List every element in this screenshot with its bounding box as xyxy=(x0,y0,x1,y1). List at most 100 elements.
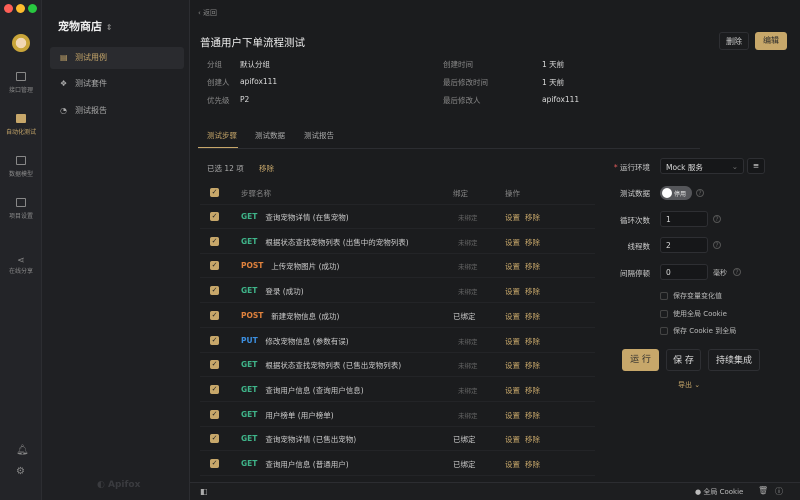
row-remove-link[interactable]: 移除 xyxy=(525,311,540,321)
back-link[interactable]: ‹ 返回 xyxy=(198,9,218,17)
test-data-toggle[interactable]: 停用 xyxy=(660,186,692,200)
step-name[interactable]: 根据状态查找宠物列表 (已售出宠物列表) xyxy=(265,361,402,371)
share-icon: ⋖ xyxy=(17,256,25,266)
table-row[interactable]: ✓ POST 上传宠物图片 (成功) 未绑定 设置 移除 xyxy=(200,254,595,279)
row-checkbox[interactable]: ✓ xyxy=(210,286,219,296)
row-remove-link[interactable]: 移除 xyxy=(525,336,540,346)
sidebar-item-test-cases[interactable]: ▤ 测试用例 xyxy=(50,47,184,69)
step-name[interactable]: 上传宠物图片 (成功) xyxy=(271,262,340,272)
row-settings-link[interactable]: 设置 xyxy=(505,361,520,371)
step-name[interactable]: 查询宠物详情 (已售出宠物) xyxy=(265,435,357,445)
step-name[interactable]: 查询用户信息 (查询用户信息) xyxy=(265,385,364,395)
nav-data-model[interactable]: 数据模型 xyxy=(0,156,42,178)
trash-icon[interactable]: 🗑︎ xyxy=(758,486,769,495)
table-row[interactable]: ✓ POST 新建宠物信息 (成功) 已绑定 设置 移除 xyxy=(200,304,595,328)
sidebar-item-test-reports[interactable]: ◔ 测试报告 xyxy=(50,100,184,122)
global-cookie-status[interactable]: ● 全局 Cookie xyxy=(695,487,743,497)
nav-label: 接口管理 xyxy=(8,87,33,94)
delete-button[interactable]: 删除 xyxy=(719,32,749,50)
sidebar-toggle-icon[interactable]: ◧ xyxy=(200,487,208,496)
tab-test-report[interactable]: 测试报告 xyxy=(304,131,334,140)
row-settings-link[interactable]: 设置 xyxy=(505,435,520,445)
settings-icon xyxy=(16,198,26,207)
nav-api-management[interactable]: 接口管理 xyxy=(0,72,42,94)
row-checkbox[interactable]: ✓ xyxy=(210,409,219,419)
row-remove-link[interactable]: 移除 xyxy=(525,460,540,469)
loops-input[interactable]: 1 xyxy=(660,211,708,227)
row-checkbox[interactable]: ✓ xyxy=(210,459,219,468)
edit-button[interactable]: 编辑 xyxy=(755,32,787,50)
save-vars-checkbox[interactable] xyxy=(660,292,668,300)
row-checkbox[interactable]: ✓ xyxy=(210,434,219,444)
tab-test-steps[interactable]: 测试步骤 xyxy=(207,131,237,140)
export-dropdown[interactable]: 导出 ⌄ xyxy=(678,381,701,389)
table-row[interactable]: ✓ GET 登录 (成功) 未绑定 设置 移除 xyxy=(200,279,595,304)
threads-input[interactable]: 2 xyxy=(660,237,708,253)
close-button[interactable] xyxy=(4,4,13,13)
row-settings-link[interactable]: 设置 xyxy=(505,311,520,321)
sidebar-item-test-suites[interactable]: ❖ 测试套件 xyxy=(50,73,184,95)
row-checkbox[interactable]: ✓ xyxy=(210,310,219,320)
ci-button[interactable]: 持续集成 xyxy=(708,349,760,371)
minimize-button[interactable] xyxy=(16,4,25,13)
step-name[interactable]: 新建宠物信息 (成功) xyxy=(271,311,340,321)
table-row[interactable]: ✓ GET 查询宠物详情 (在售宠物) 未绑定 设置 移除 xyxy=(200,205,595,229)
maximize-button[interactable] xyxy=(28,4,37,13)
step-name[interactable]: 查询宠物详情 (在售宠物) xyxy=(265,213,349,222)
interval-input[interactable]: 0 xyxy=(660,264,708,280)
step-name[interactable]: 用户榜单 (用户榜单) xyxy=(265,410,334,420)
gear-icon[interactable]: ⚙ xyxy=(16,466,25,477)
table-row[interactable]: ✓ GET 查询用户信息 (普通用户) 已绑定 设置 移除 xyxy=(200,452,595,476)
table-row[interactable]: ✓ GET 用户榜单 (用户榜单) 未绑定 设置 移除 xyxy=(200,403,595,427)
row-settings-link[interactable]: 设置 xyxy=(505,287,520,297)
row-settings-link[interactable]: 设置 xyxy=(505,237,520,247)
step-name[interactable]: 查询用户信息 (普通用户) xyxy=(265,460,349,469)
nav-project-settings[interactable]: 项目设置 xyxy=(0,198,42,220)
row-settings-link[interactable]: 设置 xyxy=(505,460,520,469)
table-row[interactable]: ✓ GET 根据状态查找宠物列表 (已售出宠物列表) 未绑定 设置 移除 xyxy=(200,353,595,378)
nav-share[interactable]: ⋖ 在线分享 xyxy=(0,256,42,275)
row-remove-link[interactable]: 移除 xyxy=(525,237,540,247)
row-remove-link[interactable]: 移除 xyxy=(525,287,540,297)
row-checkbox[interactable]: ✓ xyxy=(210,236,219,246)
select-all-checkbox[interactable]: ✓ xyxy=(210,188,219,197)
file-icon: ▤ xyxy=(60,53,68,62)
bell-icon[interactable]: 🔔︎ xyxy=(16,445,29,456)
row-settings-link[interactable]: 设置 xyxy=(505,213,520,222)
global-cookie-checkbox[interactable] xyxy=(660,310,668,318)
avatar[interactable] xyxy=(12,34,30,52)
row-remove-link[interactable]: 移除 xyxy=(525,361,540,371)
row-settings-link[interactable]: 设置 xyxy=(505,262,520,272)
row-checkbox[interactable]: ✓ xyxy=(210,335,219,345)
step-name[interactable]: 修改宠物信息 (参数有误) xyxy=(265,336,349,346)
row-remove-link[interactable]: 移除 xyxy=(525,262,540,272)
table-row[interactable]: ✓ GET 根据状态查找宠物列表 (出售中的宠物列表) 未绑定 设置 移除 xyxy=(200,230,595,254)
http-method: GET xyxy=(241,286,258,296)
row-remove-link[interactable]: 移除 xyxy=(525,410,540,420)
project-switcher[interactable]: 宠物商店 ⇕ xyxy=(58,18,113,34)
row-checkbox[interactable]: ✓ xyxy=(210,384,219,394)
env-select[interactable]: Mock 服务 ⌄ xyxy=(660,158,744,174)
table-row[interactable]: ✓ PUT 修改宠物信息 (参数有误) 未绑定 设置 移除 xyxy=(200,329,595,353)
row-checkbox[interactable]: ✓ xyxy=(210,261,219,271)
row-settings-link[interactable]: 设置 xyxy=(505,410,520,420)
save-button[interactable]: 保 存 xyxy=(666,349,701,371)
table-row[interactable]: ✓ GET 查询用户信息 (查询用户信息) 未绑定 设置 移除 xyxy=(200,378,595,402)
row-remove-link[interactable]: 移除 xyxy=(525,385,540,395)
help-icon[interactable]: ⓘ xyxy=(775,487,783,496)
row-settings-link[interactable]: 设置 xyxy=(505,385,520,395)
row-settings-link[interactable]: 设置 xyxy=(505,336,520,346)
step-name[interactable]: 登录 (成功) xyxy=(265,287,304,297)
nav-automation-test[interactable]: 自动化测试 xyxy=(0,114,42,136)
row-checkbox[interactable]: ✓ xyxy=(210,360,219,370)
bulk-remove-link[interactable]: 移除 xyxy=(259,164,274,173)
row-remove-link[interactable]: 移除 xyxy=(525,213,540,222)
row-remove-link[interactable]: 移除 xyxy=(525,435,540,445)
table-row[interactable]: ✓ GET 查询宠物详情 (已售出宠物) 已绑定 设置 移除 xyxy=(200,427,595,452)
save-cookie-checkbox[interactable] xyxy=(660,327,668,335)
run-button[interactable]: 运 行 xyxy=(622,349,659,371)
step-name[interactable]: 根据状态查找宠物列表 (出售中的宠物列表) xyxy=(265,237,409,247)
row-checkbox[interactable]: ✓ xyxy=(210,212,219,221)
env-menu-button[interactable]: ≡ xyxy=(747,158,765,174)
tab-test-data[interactable]: 测试数据 xyxy=(255,131,285,140)
